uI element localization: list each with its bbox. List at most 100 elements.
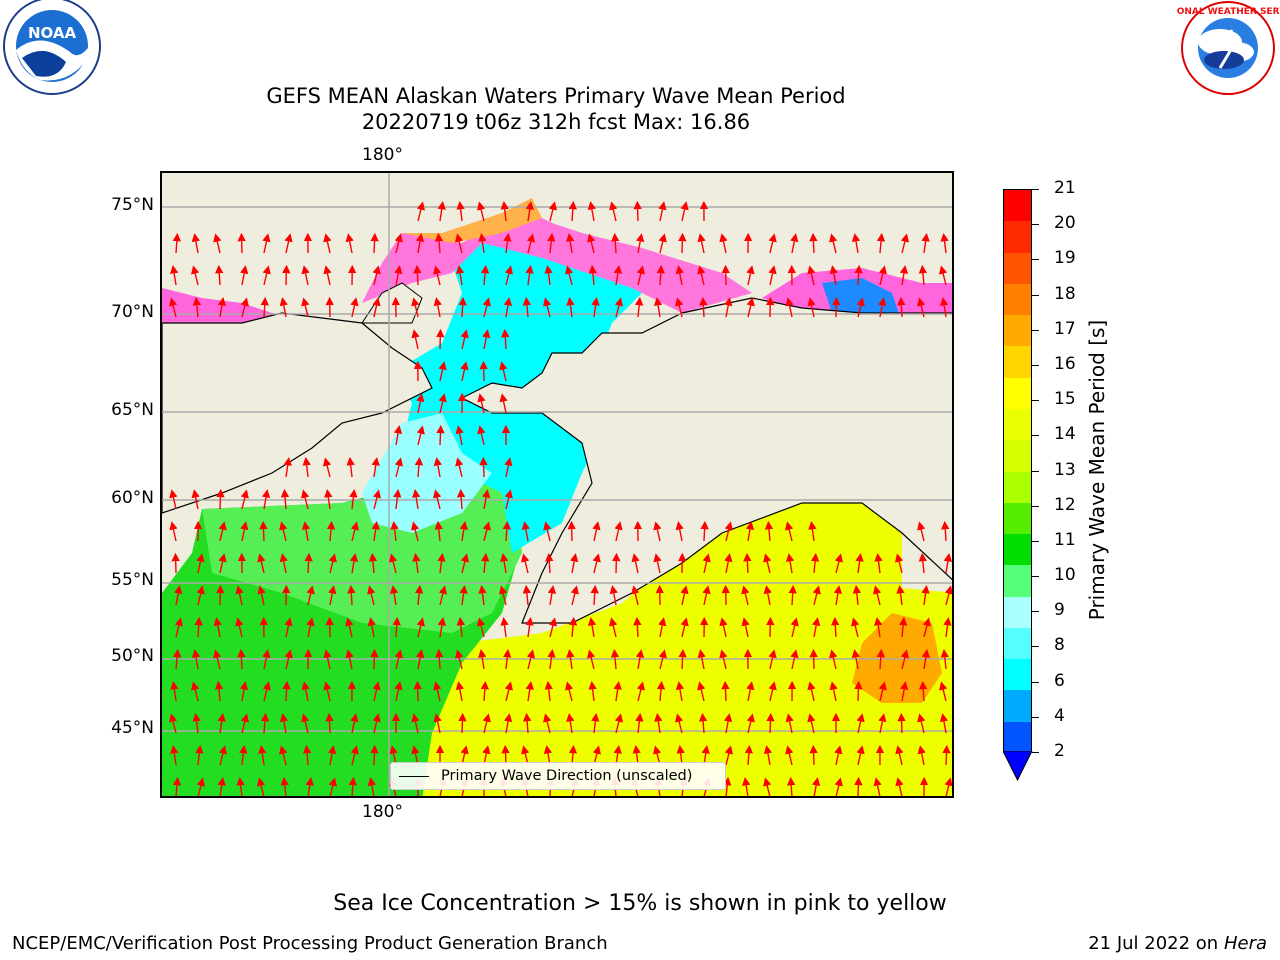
wave-arrow <box>856 745 865 766</box>
wave-arrow <box>240 489 249 510</box>
wave-arrow <box>610 648 620 670</box>
wave-arrow <box>279 297 288 318</box>
wave-arrow <box>196 777 205 796</box>
map-legend: Primary Wave Direction (unscaled) <box>390 762 726 790</box>
wave-arrow <box>415 233 425 254</box>
wave-arrow <box>283 457 292 478</box>
colorbar-tick-label: 20 <box>1054 213 1076 234</box>
wave-arrow <box>240 713 249 734</box>
lon-label-top: 180° <box>362 145 403 165</box>
wave-arrow <box>349 553 359 574</box>
colorbar-segment <box>1004 690 1031 723</box>
colorbar-segment <box>1004 534 1031 566</box>
wave-arrow <box>434 520 443 542</box>
wave-arrow <box>633 200 642 222</box>
wave-arrow <box>609 617 618 638</box>
wave-arrow <box>631 553 640 574</box>
wave-arrow <box>235 585 244 606</box>
wave-arrow <box>280 776 289 796</box>
colorbar-segment <box>1004 315 1031 347</box>
wave-arrow <box>437 552 446 574</box>
wave-arrow <box>239 681 249 702</box>
wave-arrow <box>411 713 420 734</box>
wave-arrow <box>658 617 667 638</box>
colorbar-segment <box>1004 408 1031 441</box>
wave-arrow <box>854 776 863 796</box>
wave-arrow <box>548 201 557 222</box>
wave-arrow <box>851 617 860 638</box>
wave-arrow <box>433 457 443 478</box>
wave-arrow <box>411 521 420 542</box>
wave-arrow <box>301 681 310 702</box>
wave-arrow <box>899 681 909 702</box>
wave-arrow <box>592 521 601 542</box>
wave-arrow <box>742 777 751 796</box>
wave-arrow <box>786 776 796 796</box>
colorbar-extend-triangle <box>1003 751 1033 781</box>
wave-arrow <box>851 233 861 254</box>
wave-arrow <box>416 649 425 670</box>
wave-arrow <box>917 745 926 766</box>
wave-arrow <box>394 265 403 286</box>
wave-arrow <box>477 425 486 446</box>
wave-arrow <box>416 425 425 446</box>
wave-arrow <box>566 713 575 734</box>
wave-arrow <box>302 744 312 766</box>
colorbar-tick-mark <box>1032 329 1039 331</box>
wave-arrow <box>543 713 552 734</box>
wave-arrow <box>785 745 794 766</box>
wave-arrow <box>433 297 442 318</box>
wave-arrow <box>810 552 820 574</box>
wave-arrow <box>878 681 887 702</box>
wave-arrow <box>746 265 755 286</box>
wave-arrow <box>411 297 420 318</box>
wave-arrow <box>939 265 948 286</box>
wave-arrow <box>613 681 622 702</box>
wave-arrow <box>261 489 271 510</box>
wave-arrow <box>215 264 224 286</box>
colorbar-tick-label: 9 <box>1054 600 1065 621</box>
wave-arrow <box>874 552 883 574</box>
wave-arrow <box>613 265 623 286</box>
wave-arrow <box>501 328 510 350</box>
wave-arrow <box>502 520 511 542</box>
wave-arrow <box>478 232 487 254</box>
wave-arrow <box>259 520 268 542</box>
wave-arrow <box>547 648 556 670</box>
wave-arrow <box>239 744 248 766</box>
wave-arrow <box>609 585 618 606</box>
wave-arrow <box>525 681 534 702</box>
wave-arrow <box>763 585 772 606</box>
wave-arrow <box>481 489 491 510</box>
wave-arrow <box>921 584 930 606</box>
wave-arrow <box>895 745 904 766</box>
wave-arrow <box>565 681 574 702</box>
wave-arrow <box>812 585 821 606</box>
footer-branch: NCEP/EMC/Verification Post Processing Pr… <box>12 933 608 954</box>
wave-arrow <box>656 680 666 702</box>
wave-arrow <box>656 264 665 286</box>
wave-arrow <box>922 617 931 638</box>
wave-arrow <box>568 616 578 638</box>
wave-arrow <box>217 777 226 796</box>
wave-arrow <box>943 616 952 638</box>
wave-arrow <box>262 265 271 286</box>
wave-arrow <box>633 616 642 638</box>
wave-arrow <box>459 521 468 542</box>
wave-arrow <box>456 616 466 638</box>
wave-arrow <box>790 649 799 670</box>
lat-label-65: 65°N <box>111 400 154 420</box>
wave-arrow <box>587 617 597 638</box>
wave-arrow <box>328 777 337 796</box>
wave-arrow <box>521 553 530 574</box>
wave-arrow <box>746 297 755 318</box>
wave-arrow <box>433 681 442 702</box>
wave-arrow <box>213 233 222 254</box>
legend-text: Primary Wave Direction (unscaled) <box>441 768 693 784</box>
wave-arrow <box>235 617 244 638</box>
wave-arrow <box>790 233 799 254</box>
wave-arrow <box>719 649 728 670</box>
wave-arrow <box>328 553 337 574</box>
colorbar-segment <box>1004 471 1031 504</box>
wave-arrow <box>635 649 645 670</box>
